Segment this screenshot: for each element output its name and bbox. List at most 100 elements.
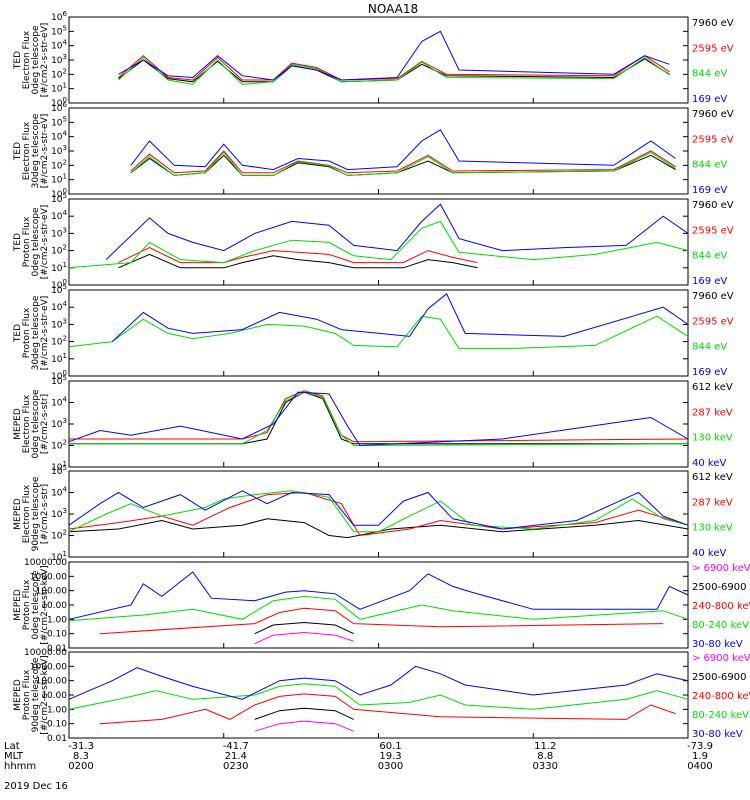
y-tick-label: 103 — [51, 144, 67, 157]
x-row-label: 2019 Dec 16 — [4, 781, 68, 792]
panel-7: 0.01 0.10 1.00 10.00 100.00 1000.00 10000.00ME… — [13, 558, 750, 654]
legend-entry: 7960 eV — [692, 109, 734, 120]
series-line — [69, 391, 689, 447]
y-tick-label: 104 — [51, 486, 67, 499]
series-line — [68, 571, 689, 620]
y-tick-label: 10000.00 — [24, 648, 67, 658]
series-line — [99, 607, 664, 635]
y-tick-label: 103 — [51, 53, 67, 66]
y-tick-label: 102 — [51, 529, 67, 542]
x-tick-label-mlt: 8.3 — [73, 751, 89, 762]
y-tick-label: 102 — [51, 244, 67, 257]
y-tick-label: 105 — [51, 24, 67, 37]
legend-entry: 7960 eV — [692, 18, 734, 29]
series-line — [68, 220, 689, 269]
series-line — [130, 151, 676, 176]
y-tick-label: 101 — [51, 173, 67, 186]
y-tick-label: 102 — [51, 335, 67, 348]
series-line — [254, 621, 354, 635]
series-line — [68, 490, 689, 530]
legend-entry: 7960 eV — [692, 200, 734, 211]
legend-entry: 169 eV — [692, 276, 727, 287]
y-tick-label: 0.01 — [47, 644, 67, 654]
y-tick-label: 102 — [51, 439, 67, 452]
legend-entry: 30-80 keV — [692, 639, 743, 650]
y-tick-label: 103 — [51, 417, 67, 430]
y-tick-label: 104 — [51, 300, 67, 313]
series-line — [118, 253, 478, 269]
x-tick-label-mlt: 21.4 — [225, 751, 247, 762]
y-axis-label: TEDProton Flux0deg telescope[#/cm2-s-str… — [13, 205, 50, 280]
panel-8: 0.01 0.10 1.00 10.00 100.00 1000.00 10000.00ME… — [13, 648, 750, 744]
legend-entry: 169 eV — [692, 94, 727, 105]
series-line — [118, 30, 670, 81]
y-tick-label: 103 — [51, 317, 67, 330]
y-tick-label: 106 — [51, 10, 67, 23]
x-tick-label-hhmm: 0330 — [533, 761, 558, 772]
series-line — [254, 707, 354, 720]
legend-entry: 844 eV — [692, 160, 727, 171]
legend-entry: 80-240 keV — [692, 710, 749, 721]
legend-entry: 169 eV — [692, 185, 727, 196]
legend-entry: 7960 eV — [692, 291, 734, 302]
x-row-label: MLT — [4, 751, 24, 762]
y-tick-label: 101 — [51, 352, 67, 365]
figure-title: NOAA18 — [368, 2, 418, 16]
x-tick-label-hhmm: 0230 — [223, 761, 248, 772]
x-tick-label-mlt: 8.8 — [537, 751, 553, 762]
y-tick-label: 100.00 — [36, 587, 68, 597]
y-tick-label: 1000.00 — [30, 572, 67, 582]
legend-entry: 130 keV — [692, 433, 733, 444]
legend-entry: 240-800 keV — [692, 601, 750, 612]
x-tick-label-mlt: 1.9 — [692, 751, 708, 762]
y-tick-label: 1.00 — [47, 615, 67, 625]
y-tick-label: 103 — [51, 507, 67, 520]
series-line — [69, 391, 688, 445]
y-tick-label: 10.00 — [41, 601, 67, 611]
plot-frame — [68, 16, 689, 104]
x-tick-label-mlt: 19.3 — [379, 751, 401, 762]
x-tick-label-lat: -31.3 — [68, 741, 94, 752]
series-line — [99, 693, 676, 725]
legend-entry: 612 keV — [692, 472, 733, 483]
x-tick-label-lat: 11.2 — [534, 741, 556, 752]
x-row-label: Lat — [4, 741, 20, 752]
y-tick-label: 105 — [51, 115, 67, 128]
series-line — [130, 150, 676, 174]
y-tick-label: 103 — [51, 226, 67, 239]
legend-entry: 130 keV — [692, 523, 733, 534]
y-tick-label: 102 — [51, 158, 67, 171]
series-line — [68, 683, 689, 710]
x-tick-label-hhmm: 0300 — [378, 761, 403, 772]
legend-entry: > 6900 keV — [692, 653, 750, 664]
y-axis-label: MEPEDElectron Flux0deg telescope[#/cm2-s… — [13, 389, 50, 459]
legend-entry: 844 eV — [692, 251, 727, 262]
series-line — [68, 490, 689, 533]
y-tick-label: 1000.00 — [30, 662, 67, 672]
y-tick-label: 104 — [51, 396, 67, 409]
y-tick-label: 10000.00 — [24, 558, 67, 568]
legend-entry: 2595 eV — [692, 43, 734, 54]
y-tick-label: 0.10 — [47, 720, 67, 730]
legend-entry: 844 eV — [692, 69, 727, 80]
legend-entry: 287 keV — [692, 497, 733, 508]
y-tick-label: 102 — [51, 67, 67, 80]
x-tick-label-hhmm: 0200 — [68, 761, 93, 772]
plot-frame — [68, 470, 689, 558]
legend-entry: 40 keV — [692, 548, 726, 559]
y-axis-label: TEDElectron Flux30deg telescope[#/cm2-s-… — [13, 113, 50, 188]
legend-entry: 612 keV — [692, 382, 733, 393]
legend-entry: 2500-6900 — [692, 672, 747, 683]
series-line — [68, 665, 689, 700]
y-tick-label: 10.00 — [41, 691, 67, 701]
series-line — [130, 129, 676, 171]
plot-frame — [68, 198, 689, 286]
series-line — [69, 390, 689, 443]
